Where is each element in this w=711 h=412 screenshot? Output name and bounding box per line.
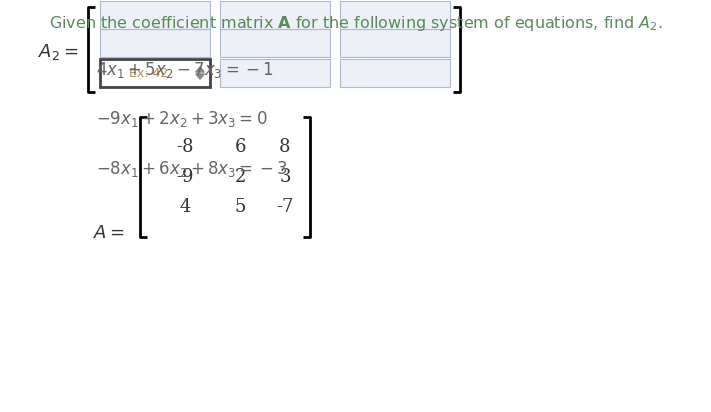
Bar — [340, 59, 450, 87]
Bar — [100, 1, 210, 29]
Text: 3: 3 — [279, 168, 291, 186]
Bar — [220, 1, 330, 29]
Text: $-9x_1 + 2x_2 + 3x_3 = 0$: $-9x_1 + 2x_2 + 3x_3 = 0$ — [96, 109, 267, 129]
Text: 5: 5 — [235, 198, 246, 216]
Text: Ex: 42: Ex: 42 — [129, 66, 168, 80]
Text: -9: -9 — [176, 168, 194, 186]
Text: $A_2 = $: $A_2 = $ — [38, 42, 78, 62]
Text: -8: -8 — [176, 138, 194, 156]
Bar — [340, 1, 450, 29]
Text: 8: 8 — [279, 138, 291, 156]
Text: $A = $: $A = $ — [92, 224, 124, 242]
Text: 6: 6 — [234, 138, 246, 156]
Text: $-8x_1 + 6x_2 + 8x_3 = -3$: $-8x_1 + 6x_2 + 8x_3 = -3$ — [96, 159, 288, 179]
Text: 2: 2 — [235, 168, 246, 186]
Polygon shape — [196, 67, 204, 72]
Bar — [100, 29, 210, 57]
Text: $4x_1 + 5x_2 - 7x_3 = -1$: $4x_1 + 5x_2 - 7x_3 = -1$ — [96, 60, 274, 80]
Text: Given the coefficient matrix $\mathbf{A}$ for the following system of equations,: Given the coefficient matrix $\mathbf{A}… — [49, 14, 662, 33]
Text: 4: 4 — [179, 198, 191, 216]
Bar — [100, 59, 210, 87]
Bar — [340, 29, 450, 57]
Bar — [220, 59, 330, 87]
Polygon shape — [196, 74, 204, 79]
Text: -7: -7 — [277, 198, 294, 216]
Bar — [220, 29, 330, 57]
